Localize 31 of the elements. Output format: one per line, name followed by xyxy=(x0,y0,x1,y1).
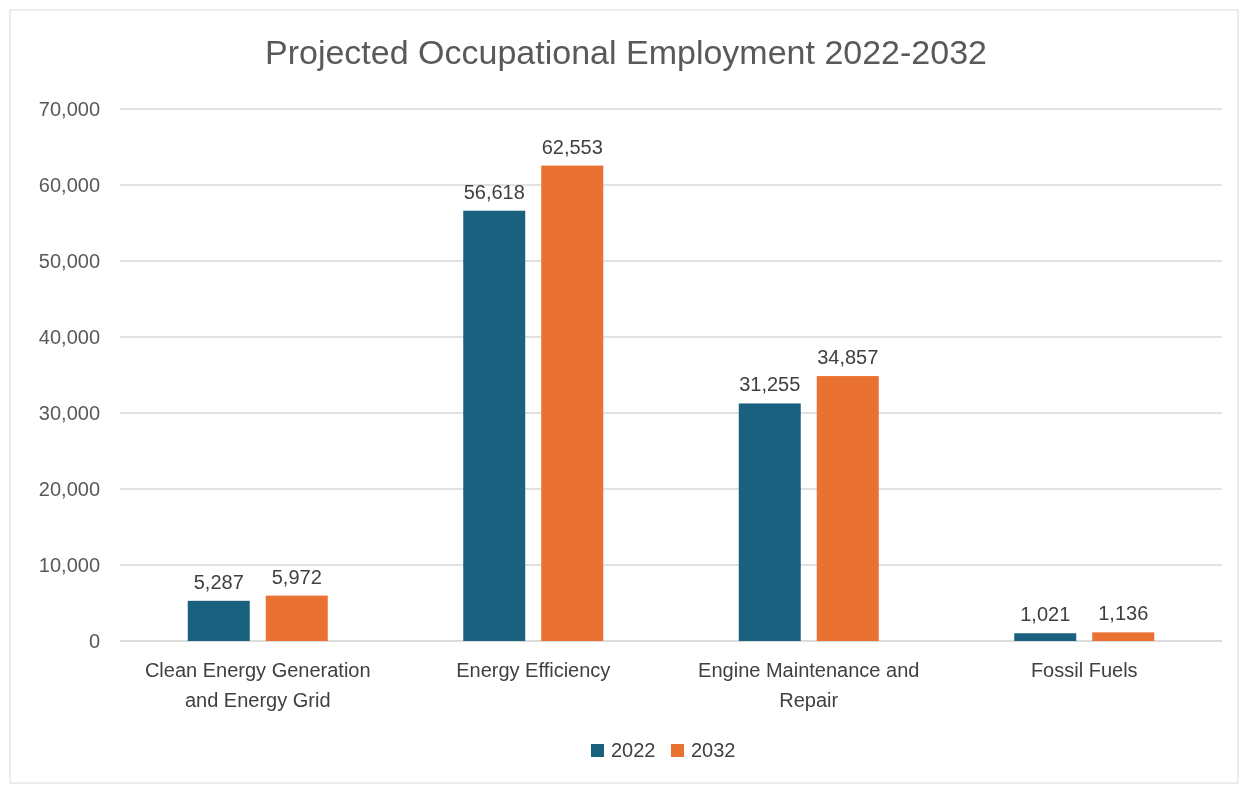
y-tick-label: 70,000 xyxy=(38,98,100,120)
bar xyxy=(1092,632,1155,641)
y-tick-label: 10,000 xyxy=(38,554,100,576)
y-tick-label: 20,000 xyxy=(38,478,100,500)
data-label: 1,021 xyxy=(1020,603,1071,626)
y-tick-label: 30,000 xyxy=(38,402,100,424)
bar xyxy=(1014,633,1077,641)
chart-title: Projected Occupational Employment 2022-2032 xyxy=(265,33,987,71)
data-label: 31,255 xyxy=(739,373,801,396)
bar xyxy=(541,165,604,641)
x-tick-label: Clean Energy Generation and Energy Grid xyxy=(144,659,371,711)
data-label: 56,618 xyxy=(463,180,525,203)
x-tick-label: Energy Efficiency xyxy=(456,659,611,681)
data-label: 1,136 xyxy=(1098,602,1149,625)
y-tick-label: 50,000 xyxy=(38,250,100,272)
y-tick-label: 60,000 xyxy=(38,174,100,196)
bar xyxy=(187,600,250,641)
data-label: 5,972 xyxy=(271,565,322,588)
bar xyxy=(738,403,801,641)
bar xyxy=(463,210,526,641)
y-tick-label: 0 xyxy=(88,630,100,652)
legend-label: 2022 xyxy=(611,739,656,761)
data-label: 5,287 xyxy=(193,570,244,593)
y-tick-label: 40,000 xyxy=(38,326,100,348)
bar xyxy=(816,376,879,641)
data-label: 34,857 xyxy=(817,346,879,369)
legend-label: 2032 xyxy=(691,739,736,761)
data-label: 62,553 xyxy=(541,135,603,158)
x-tick-label: Engine Maintenance and Repair xyxy=(698,659,920,711)
bar xyxy=(265,595,328,641)
x-tick-label: Fossil Fuels xyxy=(1030,659,1138,681)
